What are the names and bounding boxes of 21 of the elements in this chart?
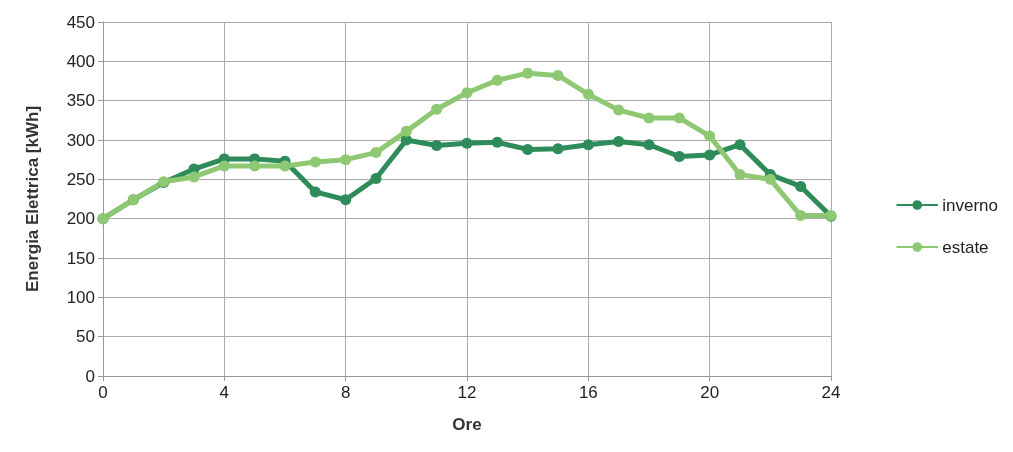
x-tick-label: 8: [340, 383, 351, 402]
legend-label: estate: [942, 237, 989, 257]
x-tick-label: 20: [700, 383, 720, 402]
y-tick-label: 0: [85, 366, 95, 386]
y-axis-title: Energia Elettrica [kWh]: [23, 105, 42, 293]
y-tick-label: 400: [66, 51, 95, 71]
y-tick-label: 450: [66, 12, 95, 32]
y-tick-label: 100: [66, 287, 95, 307]
y-tick-label: 200: [66, 209, 95, 229]
y-tick-label: 350: [66, 91, 95, 111]
x-tick-label: 0: [98, 383, 108, 402]
x-axis-title: Ore: [452, 415, 482, 434]
x-tick-label: 4: [219, 383, 230, 402]
y-tick-label: 300: [66, 130, 95, 150]
legend-label: inverno: [942, 195, 999, 215]
y-tick-label: 50: [76, 327, 95, 347]
y-tick-label: 150: [66, 248, 95, 268]
x-tick-label: 16: [578, 383, 598, 402]
x-tick-label: 12: [457, 383, 477, 402]
y-tick-label: 250: [66, 169, 95, 189]
x-tick-label: 24: [821, 383, 841, 402]
